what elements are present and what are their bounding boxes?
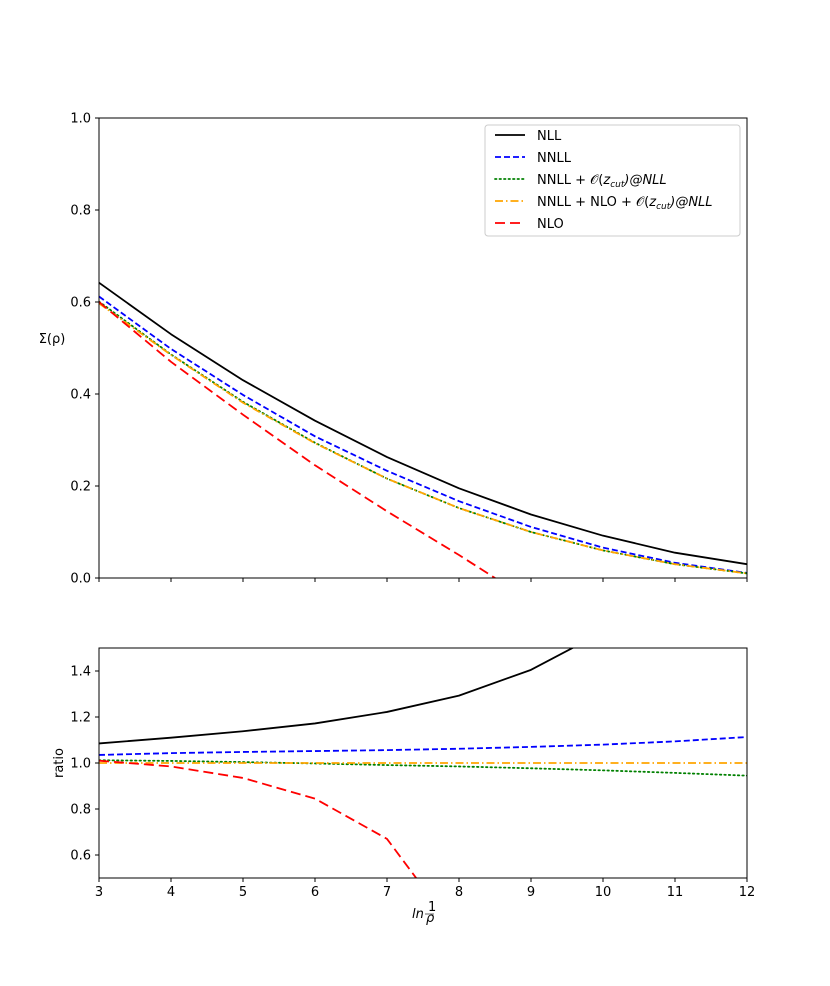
legend-label-nnll-z-cut: cut xyxy=(610,180,625,190)
bottom-series-group xyxy=(99,648,747,878)
legend-label-nnll-nlo-z-suffix: )@NLL xyxy=(669,195,712,210)
bottom-ticks: 3 4 5 6 7 8 9 10 11 12 0.6 0.8 1.0 1.2 1.4 xyxy=(70,665,755,901)
top-y-tick-label-2: 0.4 xyxy=(70,388,91,403)
top-plot-frame xyxy=(98,117,748,579)
top-ticks: 0.0 0.2 0.4 0.6 0.8 1.0 xyxy=(70,112,748,587)
bottom-x-tick-label-8: 11 xyxy=(667,885,684,900)
legend-label-nnll-nlo-z-z: z xyxy=(648,195,657,210)
legend-label-nnll-nlo-z: NNLL + NLO + 𝒪(zcut)@NLL xyxy=(537,195,713,212)
top-series-solid-0 xyxy=(99,281,747,566)
top-series-longdash-4 xyxy=(99,301,497,578)
x-axis-label: ln 1 ρ xyxy=(412,900,436,926)
bottom-x-tick-label-5: 8 xyxy=(455,885,463,900)
legend-label-nlo: NLO xyxy=(537,217,564,232)
bottom-x-tick-label-9: 12 xyxy=(739,885,756,900)
top-series-dashed-1 xyxy=(99,295,747,574)
bottom-series-dashed-1 xyxy=(99,736,747,756)
bottom-plot-frame xyxy=(98,647,748,879)
legend-label-nnll-z-suffix: )@NLL xyxy=(623,173,666,188)
top-y-tick-label-5: 1.0 xyxy=(70,112,91,127)
top-series-group xyxy=(99,281,747,578)
top-y-tick-label-4: 0.8 xyxy=(70,204,91,219)
top-y-axis-label: Σ(ρ) xyxy=(39,332,66,347)
top-y-tick-label-3: 0.6 xyxy=(70,296,91,311)
bottom-y-tick-label-3: 1.2 xyxy=(70,711,91,726)
top-series-dashdot-3 xyxy=(99,302,747,575)
bottom-x-tick-label-6: 9 xyxy=(527,885,535,900)
bottom-series-dotted-2 xyxy=(99,759,747,777)
legend-label-nnll-nlo-z-cut: cut xyxy=(656,202,671,212)
bottom-x-tick-label-0: 3 xyxy=(95,885,103,900)
bottom-y-tick-label-1: 0.8 xyxy=(70,803,91,818)
bottom-y-axis-label: ratio xyxy=(52,748,67,778)
x-axis-label-num: 1 xyxy=(428,900,436,915)
bottom-y-tick-label-2: 1.0 xyxy=(70,757,91,772)
x-axis-label-ln: ln xyxy=(412,907,424,922)
legend: NLL NNLL NNLL + 𝒪(zcut)@NLL NNLL + NLO +… xyxy=(484,124,741,237)
bottom-panel: 3 4 5 6 7 8 9 10 11 12 0.6 0.8 1.0 1.2 1.4 ratio ln 1 … xyxy=(52,647,755,926)
legend-label-nnll-z: NNLL + 𝒪(zcut)@NLL xyxy=(537,173,667,190)
bottom-x-tick-label-1: 4 xyxy=(167,885,175,900)
legend-label-nnll: NNLL xyxy=(537,151,572,166)
legend-label-nnll-z-prefix: NNLL + 𝒪( xyxy=(537,173,603,188)
bottom-y-tick-label-4: 1.4 xyxy=(70,665,91,680)
legend-box xyxy=(484,124,741,237)
legend-label-nnll-nlo-z-prefix: NNLL + NLO + 𝒪( xyxy=(537,195,649,210)
legend-label-nll: NLL xyxy=(537,129,562,144)
top-y-tick-label-0: 0.0 xyxy=(70,572,91,587)
bottom-x-tick-label-2: 5 xyxy=(239,885,247,900)
legend-lines xyxy=(494,134,526,224)
bottom-series-solid-0 xyxy=(99,648,575,745)
legend-label-nnll-z-z: z xyxy=(602,173,611,188)
top-y-tick-label-1: 0.2 xyxy=(70,480,91,495)
bottom-x-tick-label-4: 7 xyxy=(383,885,391,900)
top-panel: 0.0 0.2 0.4 0.6 0.8 1.0 Σ(ρ) NLL NNLL NNLL + … xyxy=(39,112,748,587)
bottom-series-longdash-4 xyxy=(99,759,418,878)
bottom-x-tick-label-7: 10 xyxy=(595,885,612,900)
bottom-x-tick-label-3: 6 xyxy=(311,885,319,900)
x-axis-label-den: ρ xyxy=(426,911,435,926)
bottom-y-tick-label-0: 0.6 xyxy=(70,849,91,864)
